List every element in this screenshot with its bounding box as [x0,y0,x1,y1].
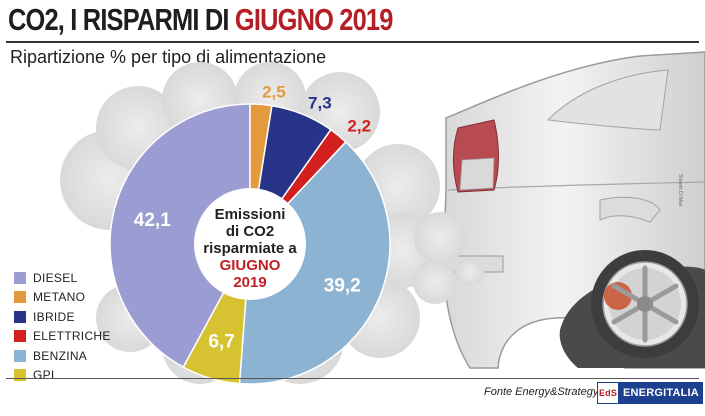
legend-swatch [14,291,26,304]
brand-logo-mark: EdS [597,382,619,404]
legend-item-gpl: GPL [14,366,111,386]
subtitle: Ripartizione % per tipo di alimentazione [10,47,327,67]
pie-slice-benzina [238,140,391,385]
pie-label-gpl: 6,7 [208,332,234,353]
source-note: Fonte Energy&Strategy [484,386,599,398]
pie-label-benzina: 39,2 [324,276,361,297]
donut-center [194,188,306,300]
page-title: CO2, I RISPARMI DI GIUGNO 2019 [8,2,393,38]
illustration-credit: Sheets Di Mex [677,174,683,207]
pie-slice-diesel [109,103,251,369]
legend-label: DIESEL [33,270,78,285]
legend-item-elettriche: ELETTRICHE [14,327,111,347]
pie-value-labels: 42,1 2,5 7,3 2,2 39,2 6,7 [134,82,371,352]
legend-label: BENZINA [33,348,88,363]
legend-swatch [14,369,26,382]
pie-label-metano: 2,5 [262,82,286,101]
brand-name: ENERGITALIA [623,387,699,399]
bottom-divider [6,378,699,379]
center-line-4: GIUGNO [220,257,281,274]
title-part-1: CO2, I RISPARMI DI [8,2,235,37]
pie-label-elettriche: 2,2 [347,117,371,136]
legend-item-metano: METANO [14,288,111,308]
pie-label-diesel: 42,1 [134,210,171,231]
center-line-3: risparmiate a [203,240,297,257]
car-rear-illustration-icon [442,51,705,369]
center-line-5: 2019 [233,274,266,291]
legend-swatch [14,271,26,284]
brand-logo: EdS ENERGITALIA [597,382,703,404]
legend-label: ELETTRICHE [33,329,111,344]
title-part-2: GIUGNO 2019 [234,2,394,37]
legend-item-ibride: IBRIDE [14,307,111,327]
legend-swatch [14,310,26,323]
legend-item-diesel: DIESEL [14,268,111,288]
legend-label: METANO [33,290,86,305]
center-line-1: Emissioni [215,206,286,223]
legend-item-benzina: BENZINA [14,346,111,366]
center-line-2: di CO2 [226,223,274,240]
top-divider [6,41,699,43]
legend-label: GPL [33,368,58,383]
legend-label: IBRIDE [33,309,75,324]
legend-swatch [14,330,26,343]
legend-swatch [14,349,26,362]
legend: DIESEL METANO IBRIDE ELETTRICHE BENZINA GPL [14,268,111,385]
pie-label-ibride: 7,3 [308,93,332,112]
